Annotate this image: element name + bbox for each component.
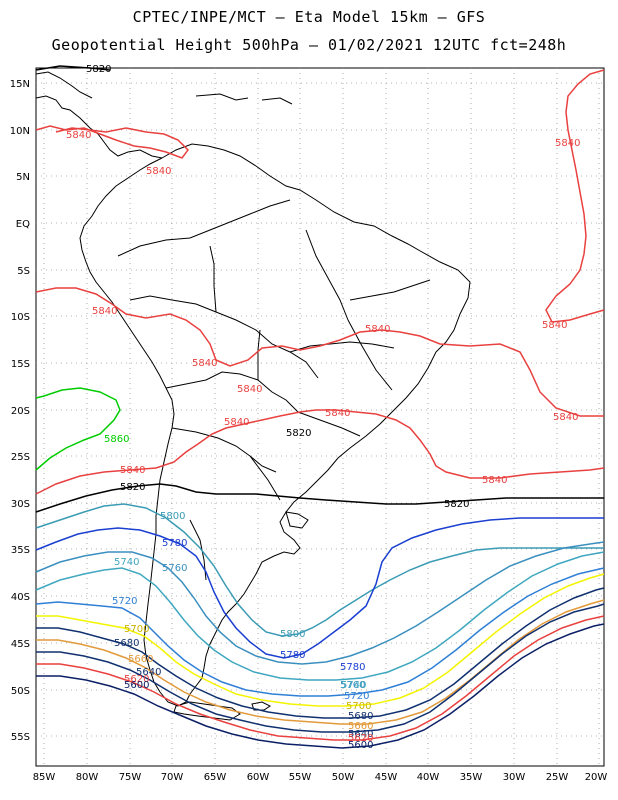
- label-5820: 5820: [86, 64, 111, 75]
- title-line-2: Geopotential Height 500hPa – 01/02/2021 …: [51, 36, 567, 54]
- coastline: [35, 71, 471, 721]
- contour-5860: [35, 387, 121, 471]
- label-5720: 5720: [112, 596, 137, 607]
- lat-tick: 10S: [11, 312, 30, 323]
- label-5660: 5660: [128, 654, 153, 665]
- label-5840: 5840: [92, 306, 117, 317]
- lat-tick: 45S: [11, 639, 30, 650]
- contour-5780: [35, 517, 604, 659]
- label-5860: 5860: [104, 434, 129, 445]
- lat-tick: 15S: [11, 359, 30, 370]
- contour-5680: [36, 587, 605, 719]
- label-5740: 5740: [341, 680, 366, 691]
- lon-tick: 85W: [33, 772, 56, 783]
- contour-5840-north: [35, 287, 604, 417]
- lon-tick: 40W: [417, 772, 440, 783]
- lat-tick: 25S: [11, 452, 30, 463]
- label-5680: 5680: [114, 638, 139, 649]
- label-5840: 5840: [555, 138, 580, 149]
- label-5760: 5760: [162, 563, 187, 574]
- title-line-1: CPTEC/INPE/MCT – Eta Model 15km – GFS: [132, 8, 486, 26]
- lon-tick: 80W: [76, 772, 99, 783]
- lat-tick: 55S: [11, 732, 30, 743]
- contour-labels: 5820 5840 5840 5840 5840 5840 5840 5840 …: [66, 64, 580, 751]
- label-5800: 5800: [280, 629, 305, 640]
- label-5840: 5840: [224, 417, 249, 428]
- lat-tick: 35S: [11, 545, 30, 556]
- lon-tick: 45W: [375, 772, 398, 783]
- contours: [35, 65, 605, 749]
- lon-tick: 25W: [546, 772, 569, 783]
- label-5840: 5840: [482, 475, 507, 486]
- lat-tick: 15N: [10, 79, 30, 90]
- label-5840: 5840: [237, 384, 262, 395]
- label-5620: 5620: [348, 733, 373, 744]
- label-5620: 5620: [124, 674, 149, 685]
- label-5720: 5720: [344, 691, 369, 702]
- lon-tick: 20W: [585, 772, 608, 783]
- contour-5800: [35, 503, 604, 637]
- label-5740: 5740: [114, 557, 139, 568]
- label-5840: 5840: [325, 408, 350, 419]
- lon-tick: 60W: [247, 772, 270, 783]
- label-5840: 5840: [146, 166, 171, 177]
- contour-5640: [36, 603, 605, 733]
- lat-tick: 10N: [10, 126, 30, 137]
- lon-tick: 35W: [460, 772, 483, 783]
- lon-tick: 70W: [161, 772, 184, 783]
- contour-5820-top: [35, 65, 111, 71]
- lon-tick: 30W: [503, 772, 526, 783]
- lat-tick: 5S: [17, 266, 30, 277]
- contour-5840-east: [545, 69, 605, 323]
- lat-tick: 20S: [11, 406, 30, 417]
- label-5780: 5780: [280, 650, 305, 661]
- contour-5700: [36, 573, 605, 707]
- label-5700: 5700: [124, 624, 149, 635]
- lat-tick: EQ: [16, 219, 30, 230]
- contour-5760: [35, 541, 605, 665]
- label-5820: 5820: [286, 428, 311, 439]
- contour-5660: [36, 599, 605, 725]
- longitude-axis: 85W 80W 75W 70W 65W 60W 55W 50W 45W 40W …: [33, 772, 608, 783]
- lon-tick: 55W: [289, 772, 312, 783]
- lon-tick: 50W: [332, 772, 355, 783]
- label-5660: 5660: [348, 721, 373, 732]
- label-5820: 5820: [444, 499, 469, 510]
- contour-5820: [35, 483, 604, 513]
- label-5840: 5840: [553, 412, 578, 423]
- contour-5720: [35, 567, 605, 697]
- label-5680: 5680: [348, 711, 373, 722]
- lat-tick: 40S: [11, 592, 30, 603]
- lat-tick: 30S: [11, 499, 30, 510]
- label-5820: 5820: [120, 482, 145, 493]
- lat-tick: 5N: [16, 172, 30, 183]
- plot-frame: [35, 67, 605, 767]
- contour-5840-caribbean: [35, 125, 189, 159]
- lon-tick: 75W: [119, 772, 142, 783]
- label-5800: 5800: [160, 511, 185, 522]
- label-5840: 5840: [542, 320, 567, 331]
- label-5780: 5780: [340, 662, 365, 673]
- lon-tick: 65W: [204, 772, 227, 783]
- label-5640: 5640: [348, 729, 373, 740]
- label-5600: 5600: [124, 680, 149, 691]
- label-5760: 5760: [340, 680, 365, 691]
- contour-5840-south: [35, 409, 605, 495]
- contour-5620: [36, 615, 605, 741]
- label-5600: 5600: [348, 740, 373, 751]
- lat-tick: 50S: [11, 686, 30, 697]
- latitude-axis: 15N 10N 5N EQ 5S 10S 15S 20S 25S 30S 35S…: [10, 79, 30, 743]
- label-5700: 5700: [346, 701, 371, 712]
- label-5840: 5840: [66, 130, 91, 141]
- label-5840: 5840: [192, 358, 217, 369]
- contour-5740: [35, 551, 605, 681]
- label-5780: 5780: [162, 538, 187, 549]
- label-5640: 5640: [136, 667, 161, 678]
- label-5840: 5840: [120, 465, 145, 476]
- contour-5600: [36, 623, 605, 749]
- label-5840: 5840: [365, 324, 390, 335]
